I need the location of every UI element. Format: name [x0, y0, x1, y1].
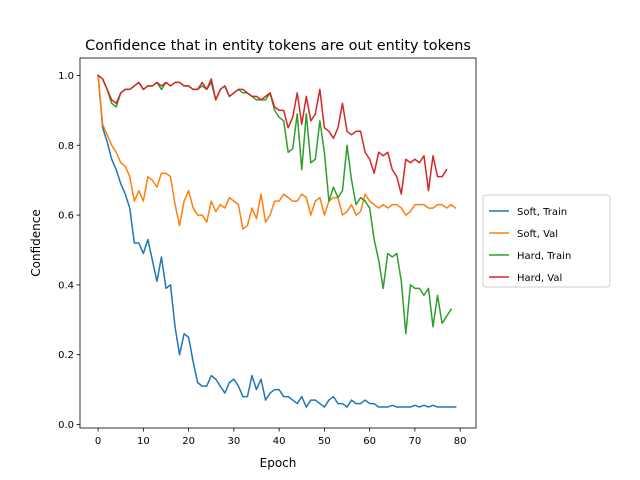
axes-frame: [79, 57, 477, 429]
series-line-3: [97, 74, 448, 195]
plot-area: 0 10 20 30 40 50 60 70 80 0.0 0.2 0.4 0.6 0.8 1.0: [58, 57, 477, 447]
y-tick-label-5: 1.0: [58, 71, 74, 82]
y-tick-label-3: 0.6: [58, 211, 74, 222]
y-axis-label: Confidence: [29, 209, 43, 276]
x-tick-label-3: 30: [228, 436, 241, 447]
x-tick-label-0: 0: [95, 436, 101, 447]
legend: Soft, Train Soft, Val Hard, Train Hard, Val: [482, 194, 611, 288]
series-line-0: [97, 74, 457, 408]
x-tick-label-2: 20: [182, 436, 195, 447]
y-tick-label-4: 0.8: [58, 141, 74, 152]
series-line-1: [97, 74, 457, 230]
y-tick-label-1: 0.2: [58, 350, 74, 361]
x-tick-label-4: 40: [273, 436, 286, 447]
legend-label-1: Soft, Val: [517, 229, 558, 240]
legend-box: [482, 194, 611, 288]
y-tick-label-2: 0.4: [58, 280, 74, 291]
x-tick-label-7: 70: [409, 436, 422, 447]
x-tick-label-1: 10: [137, 436, 150, 447]
x-tick-label-5: 50: [318, 436, 331, 447]
legend-label-3: Hard, Val: [517, 273, 562, 284]
chart-title: Confidence that in entity tokens are out…: [85, 38, 471, 54]
x-axis-label: Epoch: [260, 456, 297, 470]
legend-label-0: Soft, Train: [517, 207, 567, 218]
legend-label-2: Hard, Train: [517, 251, 571, 262]
x-tick-label-8: 80: [454, 436, 467, 447]
y-tick-label-0: 0.0: [58, 420, 74, 431]
x-tick-label-6: 60: [363, 436, 376, 447]
